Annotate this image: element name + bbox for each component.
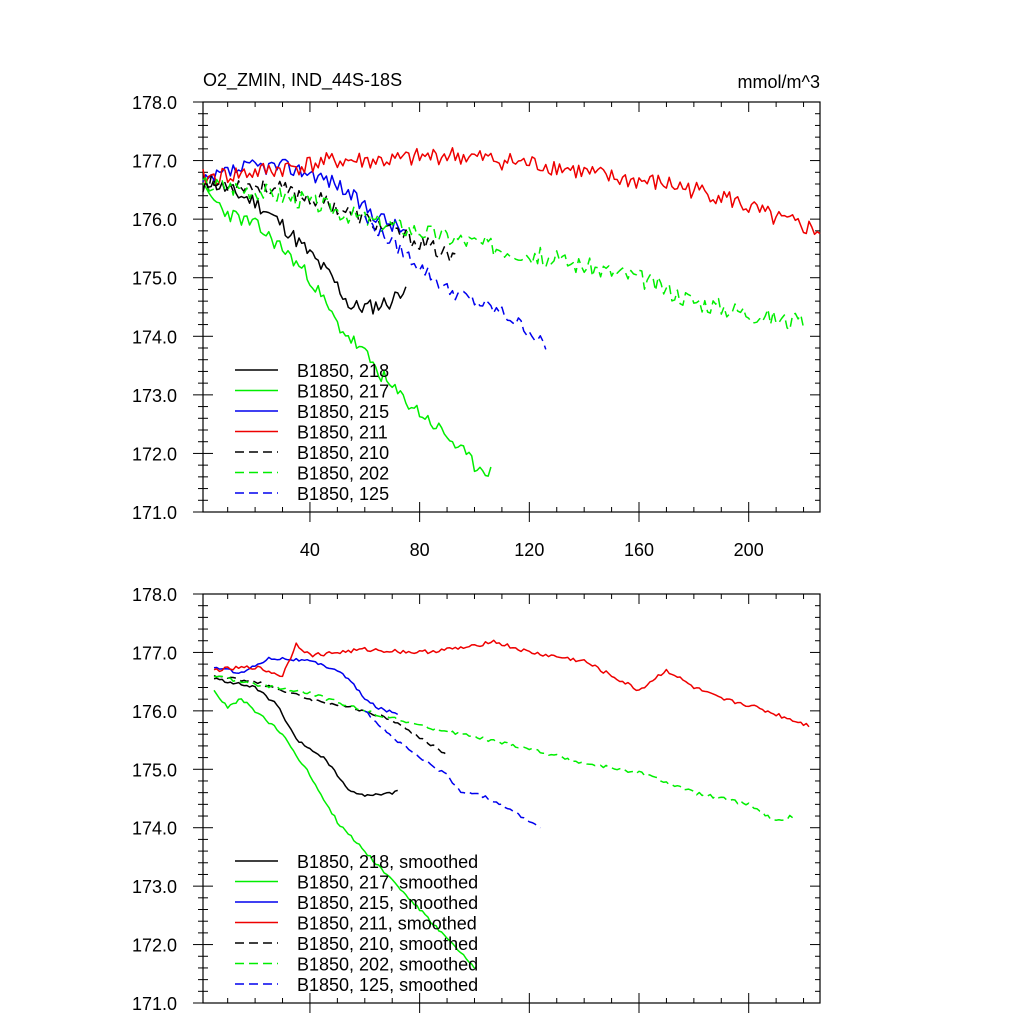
y-tick-label: 177.0 [132, 643, 177, 663]
x-tick-label: 40 [300, 540, 320, 560]
legend-label: B1850, 125, smoothed [297, 975, 478, 995]
legend-label: B1850, 217, smoothed [297, 873, 478, 893]
y-tick-label: 175.0 [132, 760, 177, 780]
legend-label: B1850, 215, smoothed [297, 893, 478, 913]
y-tick-label: 175.0 [132, 269, 177, 289]
legend-label: B1850, 211 [297, 423, 388, 443]
series-lines [213, 639, 810, 969]
series-line-b1850-202 [202, 177, 805, 331]
top-panel: 40 80 120 160 200 171.0 172.0 173.0 174.0 175.0 17… [132, 93, 821, 560]
x-tick-label: 120 [514, 540, 544, 560]
legend-label: B1850, 217 [297, 382, 389, 402]
legend-label: B1850, 218, smoothed [297, 852, 478, 872]
series-line-b1850-217 [202, 182, 492, 477]
legend-label: B1850, 211, smoothed [297, 914, 477, 934]
legend-label: B1850, 125 [297, 484, 389, 504]
y-tick-label: 173.0 [132, 386, 177, 406]
series-line-b1850-215-smoothed [213, 656, 399, 716]
series-line-b1850-217-smoothed [213, 689, 476, 969]
y-tick-label: 178.0 [132, 93, 177, 113]
bottom-panel: 171.0 172.0 173.0 174.0 175.0 176.0 177.0 178.0… [132, 585, 821, 1014]
legend-label: B1850, 202 [297, 464, 389, 484]
legend-label: B1850, 215 [297, 402, 389, 422]
series-line-b1850-218-smoothed [213, 677, 398, 797]
y-tick-label: 173.0 [132, 877, 177, 897]
series-line-b1850-202-smoothed [213, 675, 794, 822]
series-line-b1850-211 [202, 147, 821, 236]
y-tick-label: 176.0 [132, 702, 177, 722]
legend-label: B1850, 218 [297, 361, 389, 381]
series-line-b1850-125-smoothed [364, 710, 541, 829]
y-tick-label: 174.0 [132, 327, 177, 347]
legend-label: B1850, 202, smoothed [297, 955, 478, 975]
legend-label: B1850, 210, smoothed [297, 934, 478, 954]
series-lines [202, 147, 821, 477]
plot-frame [202, 101, 821, 513]
series-line-b1850-210-smoothed [213, 674, 448, 756]
x-tick-label: 200 [734, 540, 764, 560]
x-tick-label: 160 [624, 540, 654, 560]
y-tick-label: 178.0 [132, 585, 177, 605]
y-tick-label: 172.0 [132, 936, 177, 956]
units-label: mmol/m^3 [738, 72, 820, 92]
y-tick-label: 174.0 [132, 819, 177, 839]
chart-title: O2_ZMIN, IND_44S-18S [203, 70, 402, 91]
plot-frame [202, 593, 821, 1004]
legend-label: B1850, 210 [297, 443, 389, 463]
y-tick-label: 171.0 [132, 503, 177, 523]
y-tick-label: 172.0 [132, 444, 177, 464]
y-tick-label: 176.0 [132, 210, 177, 230]
series-line-b1850-218 [202, 171, 407, 315]
x-tick-label: 80 [410, 540, 430, 560]
series-line-b1850-211-smoothed [213, 639, 810, 728]
y-tick-label: 171.0 [132, 994, 177, 1014]
series-line-b1850-210 [202, 175, 456, 263]
y-tick-label: 177.0 [132, 152, 177, 172]
series-line-b1850-125 [364, 215, 547, 350]
